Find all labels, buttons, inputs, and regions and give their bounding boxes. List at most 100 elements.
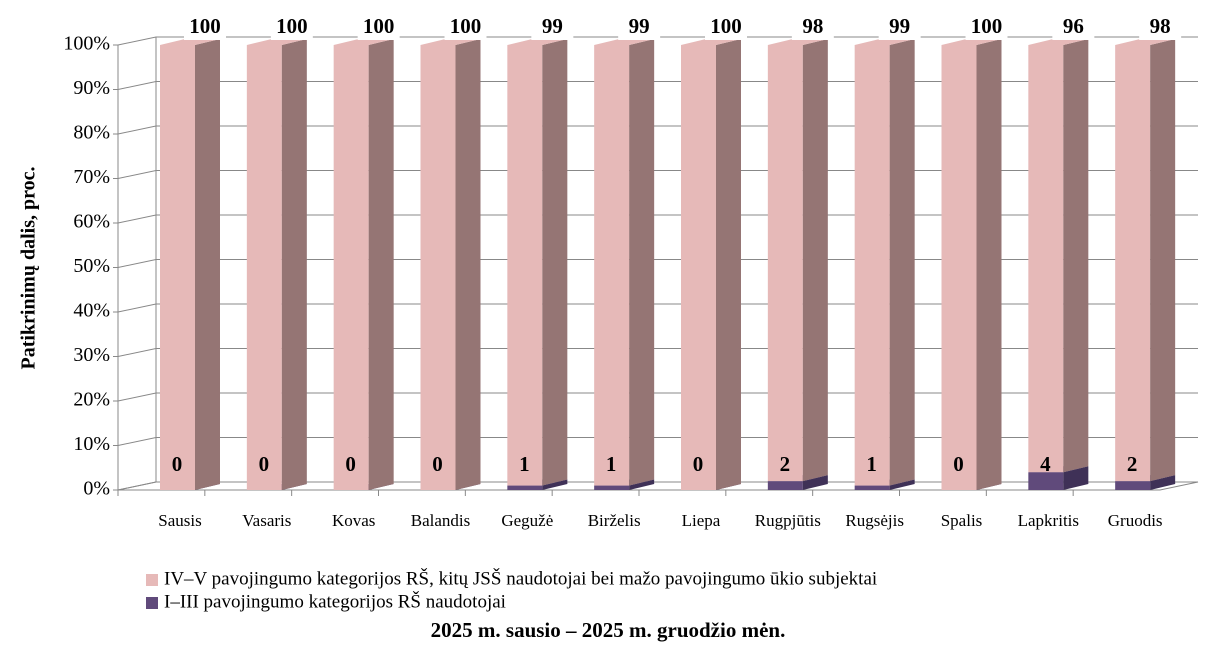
y-tick-label: 70% (73, 166, 110, 188)
bar-front (854, 45, 890, 486)
bar-front (941, 45, 977, 490)
y-tick-label: 80% (73, 122, 110, 144)
label-bg (270, 16, 313, 40)
bar-side (889, 479, 915, 490)
y-tick-label: 0% (83, 478, 110, 500)
grid-line (117, 81, 1198, 90)
bar-top (1115, 39, 1176, 45)
y-tick-label: 50% (73, 255, 110, 277)
bar-front (333, 45, 369, 490)
bar-front (160, 45, 195, 490)
grid-line (117, 348, 1198, 357)
bar-front (420, 45, 456, 490)
label-bg (878, 16, 921, 40)
x-tick-label: Gegužė (501, 511, 553, 530)
label-bg (965, 16, 1008, 40)
legend-label: IV–V pavojingumo kategorijos RŠ, kitų JS… (164, 567, 877, 589)
label-bg (184, 16, 226, 40)
bar-side (1063, 466, 1089, 490)
x-tick-label: Balandis (411, 511, 471, 530)
bar-side (802, 39, 828, 482)
x-tick-label: Rugpjūtis (755, 511, 821, 530)
value-label: 1 (519, 452, 530, 476)
grid-line (117, 481, 1198, 491)
bar-top (767, 39, 828, 45)
x-tick-label: Gruodis (1108, 511, 1163, 530)
y-tick-label: 40% (73, 300, 110, 322)
x-tick-label: Spalis (941, 511, 983, 530)
bar-side (368, 39, 394, 490)
bar-front (681, 45, 716, 490)
bar-top (333, 39, 394, 45)
bar-side (1150, 475, 1176, 490)
bar-front (507, 485, 543, 490)
bar-top (1028, 39, 1089, 45)
value-label: 100 (450, 14, 482, 38)
legend-swatch (146, 597, 158, 609)
bar-top (681, 39, 741, 45)
value-label: 0 (693, 452, 704, 476)
label-bg (791, 16, 834, 40)
grid-line (117, 125, 1198, 135)
bar-front (246, 45, 282, 490)
y-tick-label: 90% (73, 77, 110, 99)
y-tick-label: 60% (73, 211, 110, 233)
bar-side (542, 39, 568, 486)
legend-swatch (146, 574, 158, 586)
bar-front (594, 485, 630, 490)
value-label: 96 (1063, 14, 1084, 38)
x-tick-label: Lapkritis (1018, 511, 1079, 530)
bar-side (889, 39, 915, 486)
bar-top (420, 39, 481, 45)
bar-front (767, 481, 803, 490)
bar-top (507, 39, 568, 45)
grid-line (117, 170, 1198, 179)
grid-line (117, 214, 1198, 224)
bar-top (594, 39, 655, 45)
x-tick-label: Rugsėjis (845, 511, 904, 530)
bar-front (1115, 481, 1151, 490)
value-label: 0 (432, 452, 443, 476)
y-tick-label: 10% (73, 433, 110, 455)
grid-line (117, 303, 1198, 313)
bar-side (976, 39, 1002, 490)
value-label: 98 (802, 14, 823, 38)
chart-subtitle: 2025 m. sausio – 2025 m. gruodžio mėn. (431, 618, 786, 642)
label-bg (705, 16, 747, 40)
value-label: 100 (363, 14, 395, 38)
grid-line (117, 36, 1198, 46)
x-tick-label: Sausis (158, 511, 201, 530)
grid-line (117, 259, 1198, 268)
bar-side (629, 39, 655, 486)
x-tick-label: Liepa (682, 511, 721, 530)
value-label: 100 (971, 14, 1003, 38)
bar-side (455, 39, 481, 490)
bar-front (1028, 45, 1064, 473)
value-label: 99 (629, 14, 650, 38)
bar-top (160, 39, 220, 45)
x-tick-label: Birželis (588, 511, 641, 530)
x-tick-label: Vasaris (242, 511, 291, 530)
label-bg (1052, 16, 1095, 40)
value-label: 1 (606, 452, 617, 476)
value-label: 4 (1040, 452, 1051, 476)
label-bg (357, 16, 400, 40)
bar-side (542, 479, 568, 490)
x-tick-label: Kovas (332, 511, 375, 530)
bar-side (195, 39, 220, 490)
y-axis-label: Patikrinimų dalis, proc. (18, 167, 40, 370)
label-bg (531, 16, 574, 40)
value-label: 2 (780, 452, 791, 476)
value-label: 99 (542, 14, 563, 38)
bar-front (854, 485, 890, 490)
grid-line (117, 437, 1198, 446)
value-label: 1 (866, 452, 877, 476)
bar-front (507, 45, 543, 486)
value-label: 2 (1127, 452, 1138, 476)
bar-front (594, 45, 630, 486)
bar-side (1150, 39, 1176, 482)
grid-line (117, 392, 1198, 402)
bar-side (802, 475, 828, 490)
value-label: 100 (276, 14, 308, 38)
